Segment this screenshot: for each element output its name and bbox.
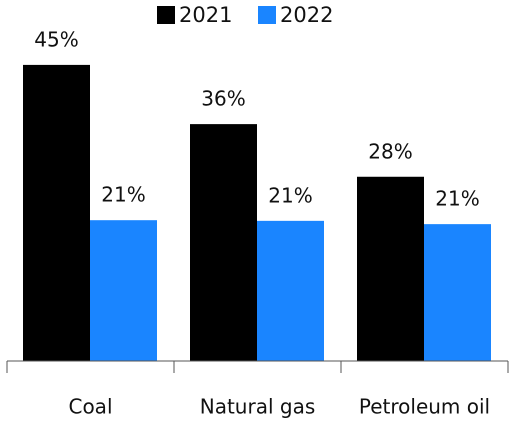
bar — [23, 64, 90, 362]
legend-swatch — [157, 6, 175, 24]
value-label: 28% — [368, 139, 412, 163]
bar — [424, 224, 491, 361]
value-label: 21% — [101, 183, 145, 207]
bar — [190, 124, 257, 362]
bar — [357, 176, 424, 361]
value-label: 21% — [435, 187, 479, 211]
bar — [90, 220, 157, 361]
x-tick-label: Coal — [68, 395, 112, 419]
legend-label: 2021 — [179, 3, 232, 27]
x-tick-label: Petroleum oil — [359, 395, 490, 419]
value-label: 45% — [34, 27, 78, 51]
legend-swatch — [258, 6, 276, 24]
bar — [257, 220, 324, 361]
value-label: 36% — [201, 87, 245, 111]
x-tick-label: Natural gas — [200, 395, 316, 419]
value-label: 21% — [268, 183, 312, 207]
legend-label: 2022 — [280, 3, 333, 27]
